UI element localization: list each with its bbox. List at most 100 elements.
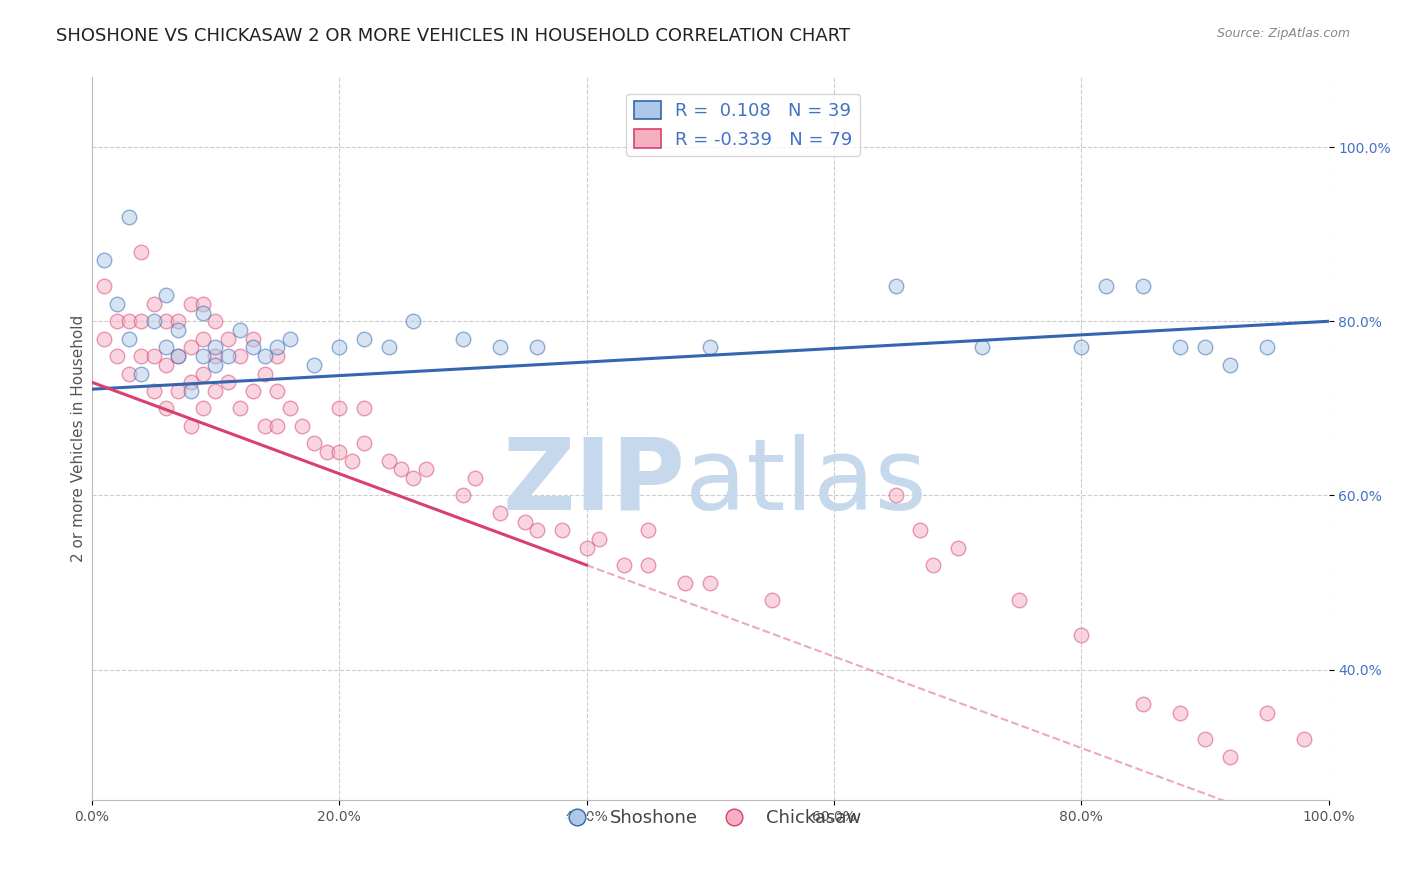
Text: ZIP: ZIP (502, 434, 686, 531)
Point (118, 210, 141, 224)
Point (526, 340, 548, 354)
Point (191, 367, 214, 381)
Point (180, 376, 202, 390)
Point (1168, 706, 1191, 720)
Point (402, 471, 425, 485)
Point (1256, 340, 1278, 354)
Point (675, 575, 697, 590)
Point (1219, 358, 1241, 372)
Point (315, 445, 337, 459)
Point (229, 323, 252, 337)
Point (1132, 279, 1154, 293)
Point (253, 349, 276, 363)
Point (1070, 340, 1092, 354)
Point (575, 541, 598, 555)
Point (105, 349, 128, 363)
Point (266, 349, 288, 363)
Point (353, 436, 375, 450)
Point (278, 401, 301, 416)
Point (946, 541, 969, 555)
Text: atlas: atlas (686, 434, 927, 531)
Point (180, 297, 202, 311)
Point (884, 279, 907, 293)
Point (204, 349, 226, 363)
Point (118, 314, 141, 328)
Point (167, 384, 190, 398)
Point (155, 314, 177, 328)
Point (278, 332, 301, 346)
Point (129, 367, 152, 381)
Point (613, 558, 636, 573)
Y-axis label: 2 or more Vehicles in Household: 2 or more Vehicles in Household (72, 315, 86, 563)
Point (204, 340, 226, 354)
Point (699, 575, 721, 590)
Point (180, 418, 202, 433)
Point (1194, 732, 1216, 747)
Point (180, 340, 202, 354)
Point (242, 332, 264, 346)
Point (451, 488, 474, 502)
Point (253, 418, 276, 433)
Point (1095, 279, 1118, 293)
Point (118, 332, 141, 346)
Point (377, 340, 399, 354)
Point (155, 340, 177, 354)
Point (884, 488, 907, 502)
Point (129, 244, 152, 259)
Point (142, 297, 165, 311)
Point (389, 462, 412, 476)
Point (761, 593, 783, 607)
Point (93, 332, 115, 346)
Point (142, 349, 165, 363)
Point (402, 314, 425, 328)
Point (526, 523, 548, 537)
Point (464, 471, 486, 485)
Point (155, 288, 177, 302)
Point (1219, 749, 1241, 764)
Point (266, 418, 288, 433)
Point (242, 384, 264, 398)
Point (551, 523, 574, 537)
Point (328, 445, 350, 459)
Point (489, 506, 512, 520)
Point (229, 349, 252, 363)
Point (266, 340, 288, 354)
Point (167, 349, 190, 363)
Point (105, 297, 128, 311)
Point (328, 401, 350, 416)
Point (191, 349, 214, 363)
Point (637, 558, 659, 573)
Point (304, 436, 326, 450)
Point (191, 297, 214, 311)
Point (93, 279, 115, 293)
Point (93, 253, 115, 268)
Point (155, 358, 177, 372)
Point (972, 340, 994, 354)
Point (353, 332, 375, 346)
Point (489, 340, 512, 354)
Point (1168, 340, 1191, 354)
Point (1256, 706, 1278, 720)
Point (129, 349, 152, 363)
Point (266, 384, 288, 398)
Point (328, 340, 350, 354)
Point (191, 401, 214, 416)
Point (377, 453, 399, 467)
Point (1070, 628, 1092, 642)
Point (204, 314, 226, 328)
Point (451, 332, 474, 346)
Legend: Shoshone, Chickasaw: Shoshone, Chickasaw (551, 802, 869, 835)
Point (242, 340, 264, 354)
Point (142, 314, 165, 328)
Text: SHOSHONE VS CHICKASAW 2 OR MORE VEHICLES IN HOUSEHOLD CORRELATION CHART: SHOSHONE VS CHICKASAW 2 OR MORE VEHICLES… (56, 27, 851, 45)
Point (637, 523, 659, 537)
Point (191, 305, 214, 319)
Point (415, 462, 437, 476)
Point (167, 323, 190, 337)
Point (921, 558, 943, 573)
Point (588, 532, 610, 546)
Point (217, 376, 239, 390)
Point (1008, 593, 1031, 607)
Text: Source: ZipAtlas.com: Source: ZipAtlas.com (1216, 27, 1350, 40)
Point (167, 314, 190, 328)
